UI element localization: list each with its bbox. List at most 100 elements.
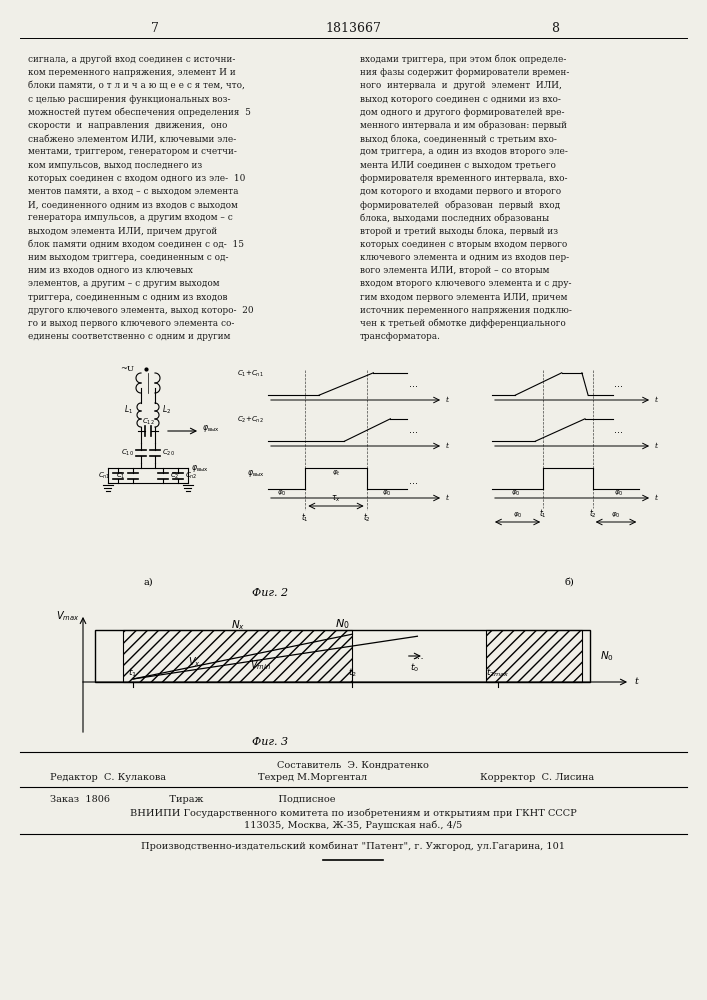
Text: 7: 7 [151,21,159,34]
Text: t: t [446,494,449,502]
Text: $t_2$: $t_2$ [589,508,597,520]
Text: И, соединенного одним из входов с выходом: И, соединенного одним из входов с выходо… [28,200,238,209]
Text: Редактор  С. Кулакова: Редактор С. Кулакова [50,774,166,782]
Text: $C_1{+}C_{n1}$: $C_1{+}C_{n1}$ [238,369,264,379]
Text: 113035, Москва, Ж-35, Раушская наб., 4/5: 113035, Москва, Ж-35, Раушская наб., 4/5 [244,820,462,830]
Text: го и выход первого ключевого элемента со-: го и выход первого ключевого элемента со… [28,319,235,328]
Text: генератора импульсов, а другим входом – с: генератора импульсов, а другим входом – … [28,213,233,222]
Text: $C_{n1}$: $C_{n1}$ [98,470,111,481]
Text: 1813667: 1813667 [325,21,381,34]
Text: ...: ... [409,379,418,389]
Text: $\varphi_0$: $\varphi_0$ [510,489,520,498]
Text: блоки памяти, о т л и ч а ю щ е е с я тем, что,: блоки памяти, о т л и ч а ю щ е е с я те… [28,81,245,90]
Text: ...: ... [614,379,624,389]
Text: ного  интервала  и  другой  элемент  ИЛИ,: ного интервала и другой элемент ИЛИ, [360,81,562,90]
Text: Производственно-издательский комбинат "Патент", г. Ужгород, ул.Гагарина, 101: Производственно-издательский комбинат "П… [141,841,565,851]
Text: $N_x$: $N_x$ [230,618,245,632]
Text: ним из входов одного из ключевых: ним из входов одного из ключевых [28,266,193,275]
Text: с целью расширения функциональных воз-: с целью расширения функциональных воз- [28,95,230,104]
Text: ним выходом триггера, соединенным с од-: ним выходом триггера, соединенным с од- [28,253,228,262]
Text: $t_2$: $t_2$ [348,667,357,679]
Text: формирователей  образован  первый  вход: формирователей образован первый вход [360,200,560,210]
Text: входом второго ключевого элемента и с дру-: входом второго ключевого элемента и с др… [360,279,571,288]
Text: мента ИЛИ соединен с выходом третьего: мента ИЛИ соединен с выходом третьего [360,161,556,170]
Text: ключевого элемента и одним из входов пер-: ключевого элемента и одним из входов пер… [360,253,569,262]
Text: выход которого соединен с одними из вхо-: выход которого соединен с одними из вхо- [360,95,561,104]
Text: $C_2$: $C_2$ [170,470,180,481]
Bar [95,630,590,682]
Text: $V_x$: $V_x$ [188,655,201,669]
Text: дом одного и другого формирователей вре-: дом одного и другого формирователей вре- [360,108,564,117]
Text: ...: ... [614,425,624,435]
Text: $\varphi_t$: $\varphi_t$ [332,469,340,478]
Text: источник переменного напряжения подклю-: источник переменного напряжения подклю- [360,306,572,315]
Text: элементов, а другим – с другим выходом: элементов, а другим – с другим выходом [28,279,219,288]
Text: $L_1$: $L_1$ [124,404,134,416]
Text: ком переменного напряжения, элемент И и: ком переменного напряжения, элемент И и [28,68,235,77]
Text: б): б) [565,578,574,586]
Text: $t_2$: $t_2$ [363,512,370,524]
Text: выходом элемента ИЛИ, причем другой: выходом элемента ИЛИ, причем другой [28,227,217,236]
Text: вого элемента ИЛИ, второй – со вторым: вого элемента ИЛИ, второй – со вторым [360,266,549,275]
Text: сигнала, а другой вход соединен с источни-: сигнала, а другой вход соединен с источн… [28,55,235,64]
Text: ...: ... [409,476,418,486]
Bar [123,630,352,682]
Text: снабжено элементом ИЛИ, ключевыми эле-: снабжено элементом ИЛИ, ключевыми эле- [28,134,236,143]
Text: ...: ... [414,651,425,661]
Text: $\varphi_0$: $\varphi_0$ [277,489,286,498]
Text: ком импульсов, выход последнего из: ком импульсов, выход последнего из [28,161,202,170]
Text: ...: ... [409,425,418,435]
Text: второй и третий выходы блока, первый из: второй и третий выходы блока, первый из [360,227,558,236]
Text: $\tau_x$: $\tau_x$ [331,494,341,504]
Text: ~U: ~U [120,365,134,373]
Text: ВНИИПИ Государственного комитета по изобретениям и открытиям при ГКНТ СССР: ВНИИПИ Государственного комитета по изоб… [129,808,576,818]
Text: дом триггера, а один из входов второго эле-: дом триггера, а один из входов второго э… [360,147,568,156]
Text: ментами, триггером, генератором и счетчи-: ментами, триггером, генератором и счетчи… [28,147,237,156]
Text: $C_{n2}$: $C_{n2}$ [185,470,198,481]
Text: Корректор  С. Лисина: Корректор С. Лисина [480,774,594,782]
Text: Составитель  Э. Кондратенко: Составитель Э. Кондратенко [277,760,429,770]
Text: $C_{20}$: $C_{20}$ [162,448,175,458]
Text: Фиг. 2: Фиг. 2 [252,588,288,598]
Text: блока, выходами последних образованы: блока, выходами последних образованы [360,213,549,223]
Text: $N_0$: $N_0$ [600,649,614,663]
Text: $\varphi_{\rm вых}$: $\varphi_{\rm вых}$ [191,462,209,474]
Text: $C_1$: $C_1$ [117,470,126,481]
Text: t: t [446,442,449,450]
Text: скорости  и  направления  движения,  оно: скорости и направления движения, оно [28,121,228,130]
Text: трансформатора.: трансформатора. [360,332,441,341]
Text: $C_2{+}C_{n2}$: $C_2{+}C_{n2}$ [238,415,264,426]
Text: единены соответственно с одним и другим: единены соответственно с одним и другим [28,332,230,341]
Text: $t_1$: $t_1$ [539,508,547,520]
Text: t: t [634,678,638,686]
Text: формирователя временного интервала, вхо-: формирователя временного интервала, вхо- [360,174,568,183]
Bar [486,630,582,682]
Text: 8: 8 [551,21,559,34]
Text: можностей путем обеспечения определения  5: можностей путем обеспечения определения … [28,108,251,117]
Text: $\varphi_{\rm вых}$: $\varphi_{\rm вых}$ [247,468,264,479]
Text: $t_1$: $t_1$ [129,667,138,679]
Text: t: t [655,396,658,404]
Text: которых соединен с входом одного из эле-  10: которых соединен с входом одного из эле-… [28,174,245,183]
Text: менного интервала и им образован: первый: менного интервала и им образован: первый [360,121,567,130]
Text: а): а) [144,578,153,586]
Text: Техред М.Моргентал: Техред М.Моргентал [258,774,367,782]
Text: ния фазы содержит формирователи времен-: ния фазы содержит формирователи времен- [360,68,569,77]
Text: $C_{12}$: $C_{12}$ [141,417,154,427]
Text: $V_{min}$: $V_{min}$ [250,658,271,672]
Text: $V_{max}$: $V_{max}$ [57,609,80,623]
Text: $C_{10}$: $C_{10}$ [121,448,134,458]
Text: $\varphi_0$: $\varphi_0$ [513,510,522,520]
Text: t: t [655,494,658,502]
Text: $\varphi_0$: $\varphi_0$ [614,489,624,498]
Text: блок памяти одним входом соединен с од-  15: блок памяти одним входом соединен с од- … [28,240,244,249]
Text: которых соединен с вторым входом первого: которых соединен с вторым входом первого [360,240,567,249]
Text: гим входом первого элемента ИЛИ, причем: гим входом первого элемента ИЛИ, причем [360,293,568,302]
Text: другого ключевого элемента, выход которо-  20: другого ключевого элемента, выход которо… [28,306,254,315]
Text: $\varphi_0$: $\varphi_0$ [612,510,621,520]
Text: $L_2$: $L_2$ [163,404,172,416]
Text: дом которого и входами первого и второго: дом которого и входами первого и второго [360,187,561,196]
Text: t: t [655,442,658,450]
Text: $t_{2max}$: $t_{2max}$ [486,667,510,679]
Text: ментов памяти, а вход – с выходом элемента: ментов памяти, а вход – с выходом элемен… [28,187,238,196]
